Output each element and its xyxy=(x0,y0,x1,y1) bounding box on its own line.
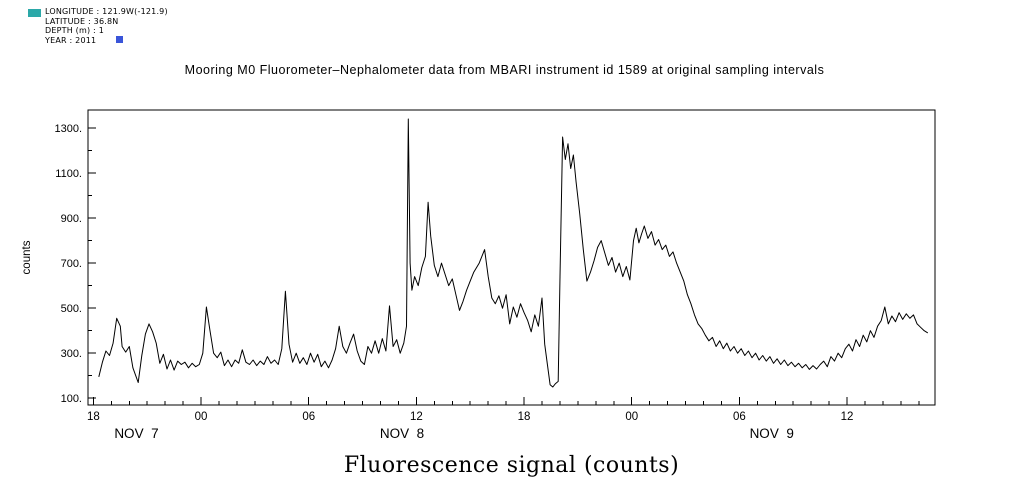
y-tick-label: 900. xyxy=(61,213,82,225)
teal-marker-icon xyxy=(28,9,41,17)
y-axis-title: counts xyxy=(21,240,33,274)
y-tick-label: 300. xyxy=(61,348,82,360)
x-date-label: NOV 9 xyxy=(750,426,794,441)
x-tick-label: 00 xyxy=(195,411,208,423)
x-tick-label: 00 xyxy=(625,411,638,423)
latitude-line: LATITUDE : 36.8N xyxy=(45,16,119,26)
x-tick-label: 12 xyxy=(410,411,423,423)
x-tick-label: 06 xyxy=(302,411,315,423)
x-axis-title: Fluorescence signal (counts) xyxy=(344,453,679,478)
y-tick-label: 500. xyxy=(61,303,82,315)
y-tick-label: 100. xyxy=(61,393,82,405)
y-tick-label: 700. xyxy=(61,258,82,270)
x-tick-label: 18 xyxy=(87,411,100,423)
x-date-label: NOV 8 xyxy=(380,426,424,441)
x-tick-label: 18 xyxy=(518,411,531,423)
metadata-block: LONGITUDE : 121.9W(-121.9) LATITUDE : 36… xyxy=(45,7,168,45)
y-tick-label: 1100. xyxy=(55,168,82,180)
y-tick-label: 1300. xyxy=(54,123,82,135)
x-date-label: NOV 7 xyxy=(114,426,158,441)
x-tick-label: 06 xyxy=(733,411,746,423)
x-tick-label: 12 xyxy=(841,411,854,423)
longitude-line: LONGITUDE : 121.9W(-121.9) xyxy=(45,7,168,16)
depth-line: DEPTH (m) : 1 xyxy=(45,26,104,35)
blue-marker-icon xyxy=(116,36,123,43)
data-line xyxy=(98,118,929,388)
chart-title: Mooring M0 Fluorometer–Nephalometer data… xyxy=(184,63,825,77)
year-line: YEAR : 2011 xyxy=(45,35,97,45)
plot-frame xyxy=(87,109,936,406)
